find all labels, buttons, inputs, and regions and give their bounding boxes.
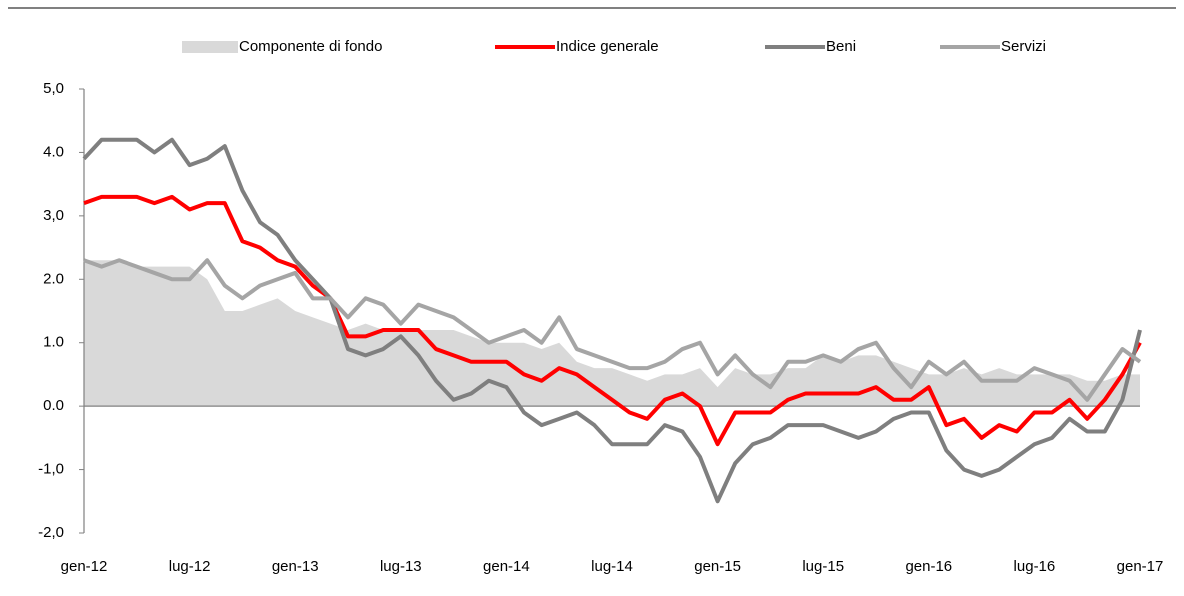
legend-swatch <box>182 41 238 53</box>
area-series <box>84 260 1140 407</box>
y-tick-label: 3,0 <box>43 207 64 224</box>
x-tick-label: gen-12 <box>61 558 108 575</box>
y-tick-label: -1,0 <box>38 461 64 478</box>
x-tick-label: gen-13 <box>272 558 319 575</box>
x-tick-label: gen-14 <box>483 558 530 575</box>
legend-label: Componente di fondo <box>239 38 382 55</box>
x-tick-label: lug-14 <box>591 558 633 575</box>
line-series <box>83 258 1142 402</box>
y-tick-label: 0.0 <box>43 397 64 414</box>
x-tick-label: lug-16 <box>1014 558 1056 575</box>
y-tick-label: -2,0 <box>38 524 64 541</box>
line-series <box>83 194 1142 447</box>
x-tick-label: gen-17 <box>1117 558 1164 575</box>
y-tick-label: 5,0 <box>43 80 64 97</box>
legend-label: Beni <box>826 38 856 55</box>
x-tick-label: lug-12 <box>169 558 211 575</box>
y-tick-label: 1.0 <box>43 334 64 351</box>
x-tick-label: gen-16 <box>905 558 952 575</box>
legend-label: Servizi <box>1001 38 1046 55</box>
x-tick-label: lug-13 <box>380 558 422 575</box>
x-tick-label: lug-15 <box>802 558 844 575</box>
line-series <box>82 137 1142 504</box>
y-tick-label: 4.0 <box>43 143 64 160</box>
x-tick-label: gen-15 <box>694 558 741 575</box>
y-tick-label: 2.0 <box>43 270 64 287</box>
legend-label: Indice generale <box>556 38 659 55</box>
